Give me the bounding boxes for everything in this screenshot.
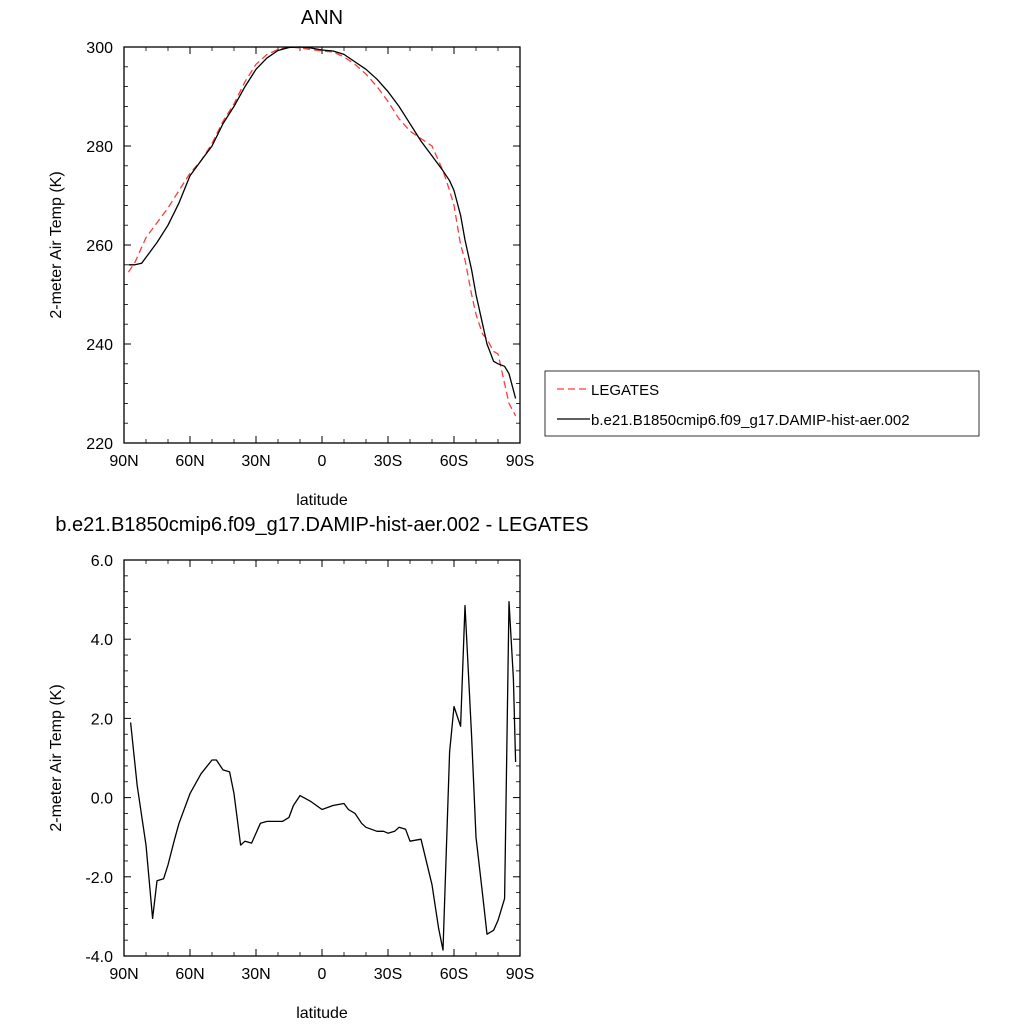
top-y-tick-label: 260 — [86, 238, 113, 255]
top-y-tick-label: 240 — [86, 337, 113, 354]
top-y-tick-label: 300 — [86, 40, 113, 57]
top-x-tick-label: 0 — [318, 453, 327, 470]
bottom-x-tick-label: 30S — [374, 966, 402, 983]
top-y-tick-labels: 300 280 260 240 220 — [86, 40, 113, 453]
bottom-y-tick-label: 2.0 — [91, 711, 113, 728]
bottom-x-tick-label: 0 — [318, 966, 327, 983]
top-x-tick-label: 30N — [241, 453, 270, 470]
bottom-x-tick-labels: 90N 60N 30N 0 30S 60S 90S — [109, 966, 534, 983]
top-x-tick-label: 60S — [440, 453, 468, 470]
top-y-axis-label: 2-meter Air Temp (K) — [48, 171, 65, 318]
top-series-legates-line — [127, 46, 517, 417]
bottom-y-tick-label: -2.0 — [85, 870, 113, 887]
legend: LEGATES b.e21.B1850cmip6.f09_g17.DAMIP-h… — [544, 370, 980, 437]
bottom-series-difference-line — [129, 600, 517, 951]
bottom-y-tick-labels: 6.0 4.0 2.0 0.0 -2.0 -4.0 — [85, 553, 113, 966]
top-chart-ticks — [123, 46, 521, 444]
top-series-model-line — [128, 46, 517, 399]
top-plot-frame — [123, 46, 521, 444]
bottom-y-tick-label: 4.0 — [91, 632, 113, 649]
bottom-plot-frame — [123, 559, 521, 957]
legend-label-legates: LEGATES — [591, 382, 659, 399]
top-x-tick-label: 60N — [175, 453, 204, 470]
legend-box — [544, 370, 980, 437]
bottom-x-tick-label: 60N — [175, 966, 204, 983]
top-chart-lines — [127, 46, 517, 417]
top-x-axis-label: latitude — [296, 492, 348, 509]
bottom-x-axis-label: latitude — [296, 1005, 348, 1022]
legend-label-model: b.e21.B1850cmip6.f09_g17.DAMIP-hist-aer.… — [591, 412, 910, 429]
top-x-tick-labels: 90N 60N 30N 0 30S 60S 90S — [109, 453, 534, 470]
bottom-x-tick-label: 90N — [109, 966, 138, 983]
top-x-tick-label: 90S — [506, 453, 534, 470]
bottom-panel: b.e21.B1850cmip6.f09_g17.DAMIP-hist-aer.… — [48, 514, 589, 1022]
top-x-tick-label: 30S — [374, 453, 402, 470]
bottom-chart-ticks — [123, 559, 521, 957]
top-x-tick-label: 90N — [109, 453, 138, 470]
bottom-chart-lines — [129, 600, 517, 951]
bottom-x-tick-label: 60S — [440, 966, 468, 983]
top-panel: ANN 90N 60N 30N 0 30S 60S 90S 300280260240220 … — [48, 7, 980, 509]
bottom-y-axis-label: 2-meter Air Temp (K) — [48, 684, 65, 831]
bottom-chart-title: b.e21.B1850cmip6.f09_g17.DAMIP-hist-aer.… — [55, 514, 588, 536]
top-chart-title: ANN — [301, 7, 343, 29]
top-y-tick-label: 280 — [86, 139, 113, 156]
top-y-tick-label: 220 — [86, 436, 113, 453]
bottom-y-tick-label: -4.0 — [85, 949, 113, 966]
bottom-x-tick-label: 30N — [241, 966, 270, 983]
bottom-y-tick-label: 0.0 — [91, 791, 113, 808]
bottom-x-tick-label: 90S — [506, 966, 534, 983]
bottom-y-tick-label: 6.0 — [91, 553, 113, 570]
